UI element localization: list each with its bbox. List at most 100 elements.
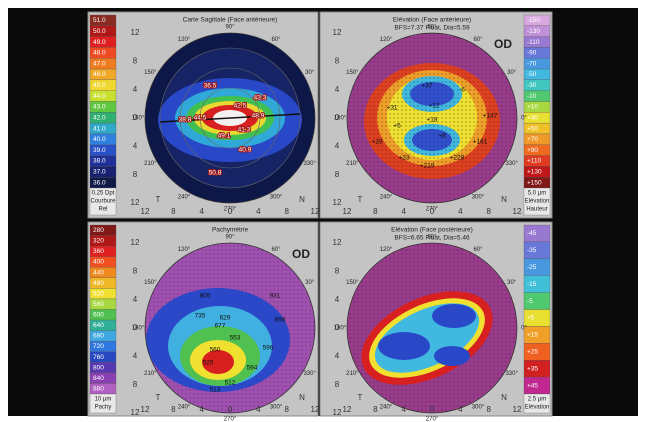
x-tick-label: 12: [343, 405, 352, 414]
scale-label: 44.0: [93, 93, 106, 100]
y-tick-label: 8: [133, 266, 138, 275]
scale-label: 600: [93, 312, 104, 319]
scale-label: 40.0: [93, 136, 106, 143]
x-tick-label: 4: [458, 207, 463, 216]
scale-label: 47.0: [93, 60, 106, 67]
map-value: 805: [200, 293, 211, 300]
angle-label: 120°: [178, 37, 191, 43]
angle-label: 210°: [346, 371, 359, 377]
y-tick-label: 8: [133, 380, 138, 389]
angle-label: 180°: [334, 326, 347, 332]
y-tick-label: 4: [133, 141, 138, 150]
map-outline: [346, 32, 518, 204]
y-tick-label: 4: [133, 295, 138, 304]
scale-label: -5: [527, 298, 533, 305]
panel-subtitle: BFS=7.37 Float, Dia=5.59: [394, 25, 470, 32]
map-value: 42.5: [234, 103, 247, 110]
angle-label: 0°: [521, 326, 527, 332]
scale-footer-text: 0.25 Dpt: [92, 191, 115, 197]
scale-label: -110: [527, 39, 540, 46]
x-tick-label: 4: [256, 207, 261, 216]
map-value: 698: [275, 317, 286, 324]
angle-label: 270°: [426, 417, 439, 422]
scale-label: 45.0: [93, 82, 106, 89]
panel-title: Carte Sagittale (Face antérieure): [183, 17, 278, 24]
x-tick-label: 0: [430, 405, 435, 414]
x-tick-label: 8: [284, 405, 289, 414]
angle-label: 210°: [144, 161, 157, 167]
x-tick-label: 4: [401, 207, 406, 216]
scale-label: -45: [527, 230, 537, 237]
map-value: 513: [210, 387, 221, 394]
y-tick-label: 4: [335, 141, 340, 150]
side-label: T: [358, 195, 363, 204]
angle-label: 300°: [270, 404, 283, 410]
side-label: T: [156, 195, 161, 204]
scale-label: 280: [93, 227, 104, 234]
x-tick-label: 12: [513, 207, 522, 216]
panel: 2803203604004404805205606006406807207608…: [87, 221, 325, 422]
side-label: N: [501, 393, 507, 402]
map-value: 512: [225, 380, 236, 387]
map-value: +23: [398, 155, 409, 162]
scale-label: -90: [527, 50, 537, 57]
y-tick-label: 8: [133, 56, 138, 65]
x-tick-label: 12: [141, 405, 150, 414]
map-value: -6: [459, 87, 465, 94]
x-tick-label: 4: [401, 405, 406, 414]
y-tick-label: 4: [133, 85, 138, 94]
angle-label: 120°: [178, 247, 191, 253]
panel: -150-130-110-90-70-50-30-10+10+30+50+70+…: [319, 11, 553, 219]
map-value: 50.8: [209, 170, 222, 177]
y-tick-label: 0: [133, 113, 138, 122]
scale-label: +10: [527, 104, 538, 111]
panel: 51.0 50.0 49.0 48.0 47.0 46.0 45.0 44.0 43.0 42.0…: [87, 11, 325, 219]
scale-footer-text: Rel: [98, 207, 107, 213]
map-outline: [144, 32, 316, 204]
map-value: +8: [438, 133, 446, 140]
scale-label: +150: [527, 179, 542, 186]
angle-label: 330°: [505, 161, 518, 167]
angle-label: 210°: [144, 371, 157, 377]
scale-label: +35: [527, 365, 538, 372]
od-label: OD: [494, 37, 512, 51]
map-value: +147: [483, 113, 498, 120]
scale-label: -70: [527, 60, 537, 67]
angle-label: 90°: [427, 235, 437, 241]
scale-footer-text: 5.0 µm: [528, 191, 546, 197]
y-tick-label: 12: [131, 198, 140, 207]
y-tick-label: 8: [335, 170, 340, 179]
angle-label: 120°: [380, 247, 393, 253]
side-label: T: [358, 393, 363, 402]
scale-label: 42.0: [93, 114, 106, 121]
panel: -45 -35 -25 -15 -5 +5 +15 +25 +35 +45 2.5 µm Elévat…: [319, 221, 553, 422]
scale-label: -35: [527, 247, 537, 254]
y-tick-label: 4: [335, 85, 340, 94]
angle-label: 240°: [178, 194, 191, 200]
angle-label: 270°: [224, 417, 237, 422]
scale-label: 360: [93, 248, 104, 255]
map-value: 596: [263, 345, 274, 352]
map-value: 43.3: [254, 95, 267, 102]
y-tick-label: 4: [133, 351, 138, 360]
angle-label: 180°: [132, 326, 145, 332]
angle-label: 240°: [380, 404, 393, 410]
scale-label: 800: [93, 364, 104, 371]
scale-label: 400: [93, 259, 104, 266]
x-tick-label: 8: [171, 405, 176, 414]
scale-label: 49.0: [93, 39, 106, 46]
side-label: N: [299, 195, 305, 204]
scale-label: 880: [93, 385, 104, 392]
scale-label: +70: [527, 136, 538, 143]
map-value: +18: [426, 117, 437, 124]
x-tick-label: 8: [373, 405, 378, 414]
angle-label: 150°: [144, 280, 157, 286]
angle-label: 300°: [270, 194, 283, 200]
scale-footer-text: Courbure: [90, 199, 116, 205]
scale-label: 48.0: [93, 50, 106, 57]
angle-label: 90°: [225, 235, 235, 241]
x-tick-label: 0: [228, 207, 233, 216]
scale-label: 720: [93, 343, 104, 350]
x-tick-label: 4: [256, 405, 261, 414]
map-value: +31: [386, 105, 397, 112]
